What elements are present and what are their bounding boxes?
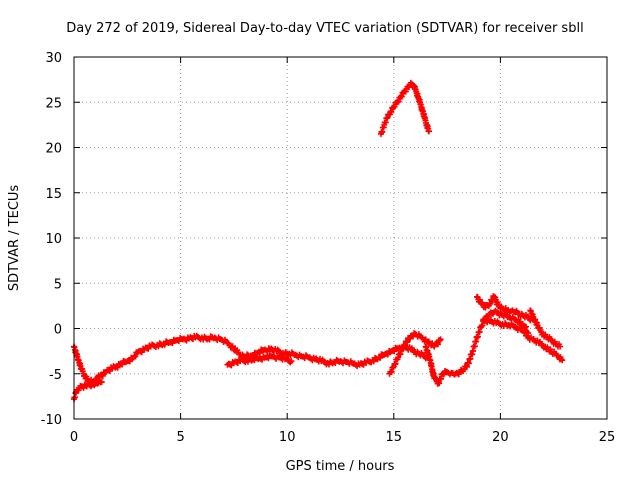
series-segment-21-23-lower [522,332,566,364]
series-segment-19-21-upper [473,293,536,324]
data-point [377,354,384,361]
data-point [425,128,432,135]
y-tick-label: -5 [49,368,62,383]
x-tick-label: 25 [599,430,616,445]
y-tick-label: 5 [54,277,62,292]
x-axis-label: GPS time / hours [286,459,395,474]
data-point [132,353,139,360]
x-tick-label: 10 [279,430,296,445]
series-segment-15-16 [386,330,444,377]
data-point [558,356,565,363]
chart-title: Day 272 of 2019, Sidereal Day-to-day VTE… [66,21,583,36]
data-point [126,358,133,365]
x-tick-label: 5 [176,430,184,445]
series-arc-14-17 [378,79,432,137]
y-tick-label: 10 [45,232,62,247]
plot-frame [73,56,608,420]
data-point [437,336,444,343]
series-segment-21-23 [527,307,564,350]
data-point [114,364,121,371]
data-points [71,79,566,403]
x-tick-label: 0 [70,430,78,445]
x-tick-label: 20 [492,430,509,445]
y-tick-label: 0 [54,323,62,338]
data-point [98,378,105,385]
series-segment-19-21-lower [480,316,532,337]
data-point [559,357,566,364]
y-axis-label: SDTVAR / TECUs [7,185,22,292]
series-main [71,332,431,386]
y-tick-label: 25 [45,96,62,111]
data-point [436,337,443,344]
y-tick-label: 20 [45,142,62,157]
series-segment-7-10 [224,352,295,369]
data-point [288,358,295,365]
y-tick-label: -10 [41,413,62,428]
series-segment-16-19 [422,307,529,387]
ticks: 0 5 10 15 20 25 -10 -5 0 5 10 15 20 25 30 [41,51,616,445]
y-tick-label: 30 [45,51,62,66]
grid [74,57,607,419]
x-tick-label: 15 [386,430,403,445]
data-point [434,341,441,348]
data-point [99,373,106,380]
y-tick-label: 15 [45,187,62,202]
data-point [557,343,564,350]
series-initial-dip [71,378,105,403]
